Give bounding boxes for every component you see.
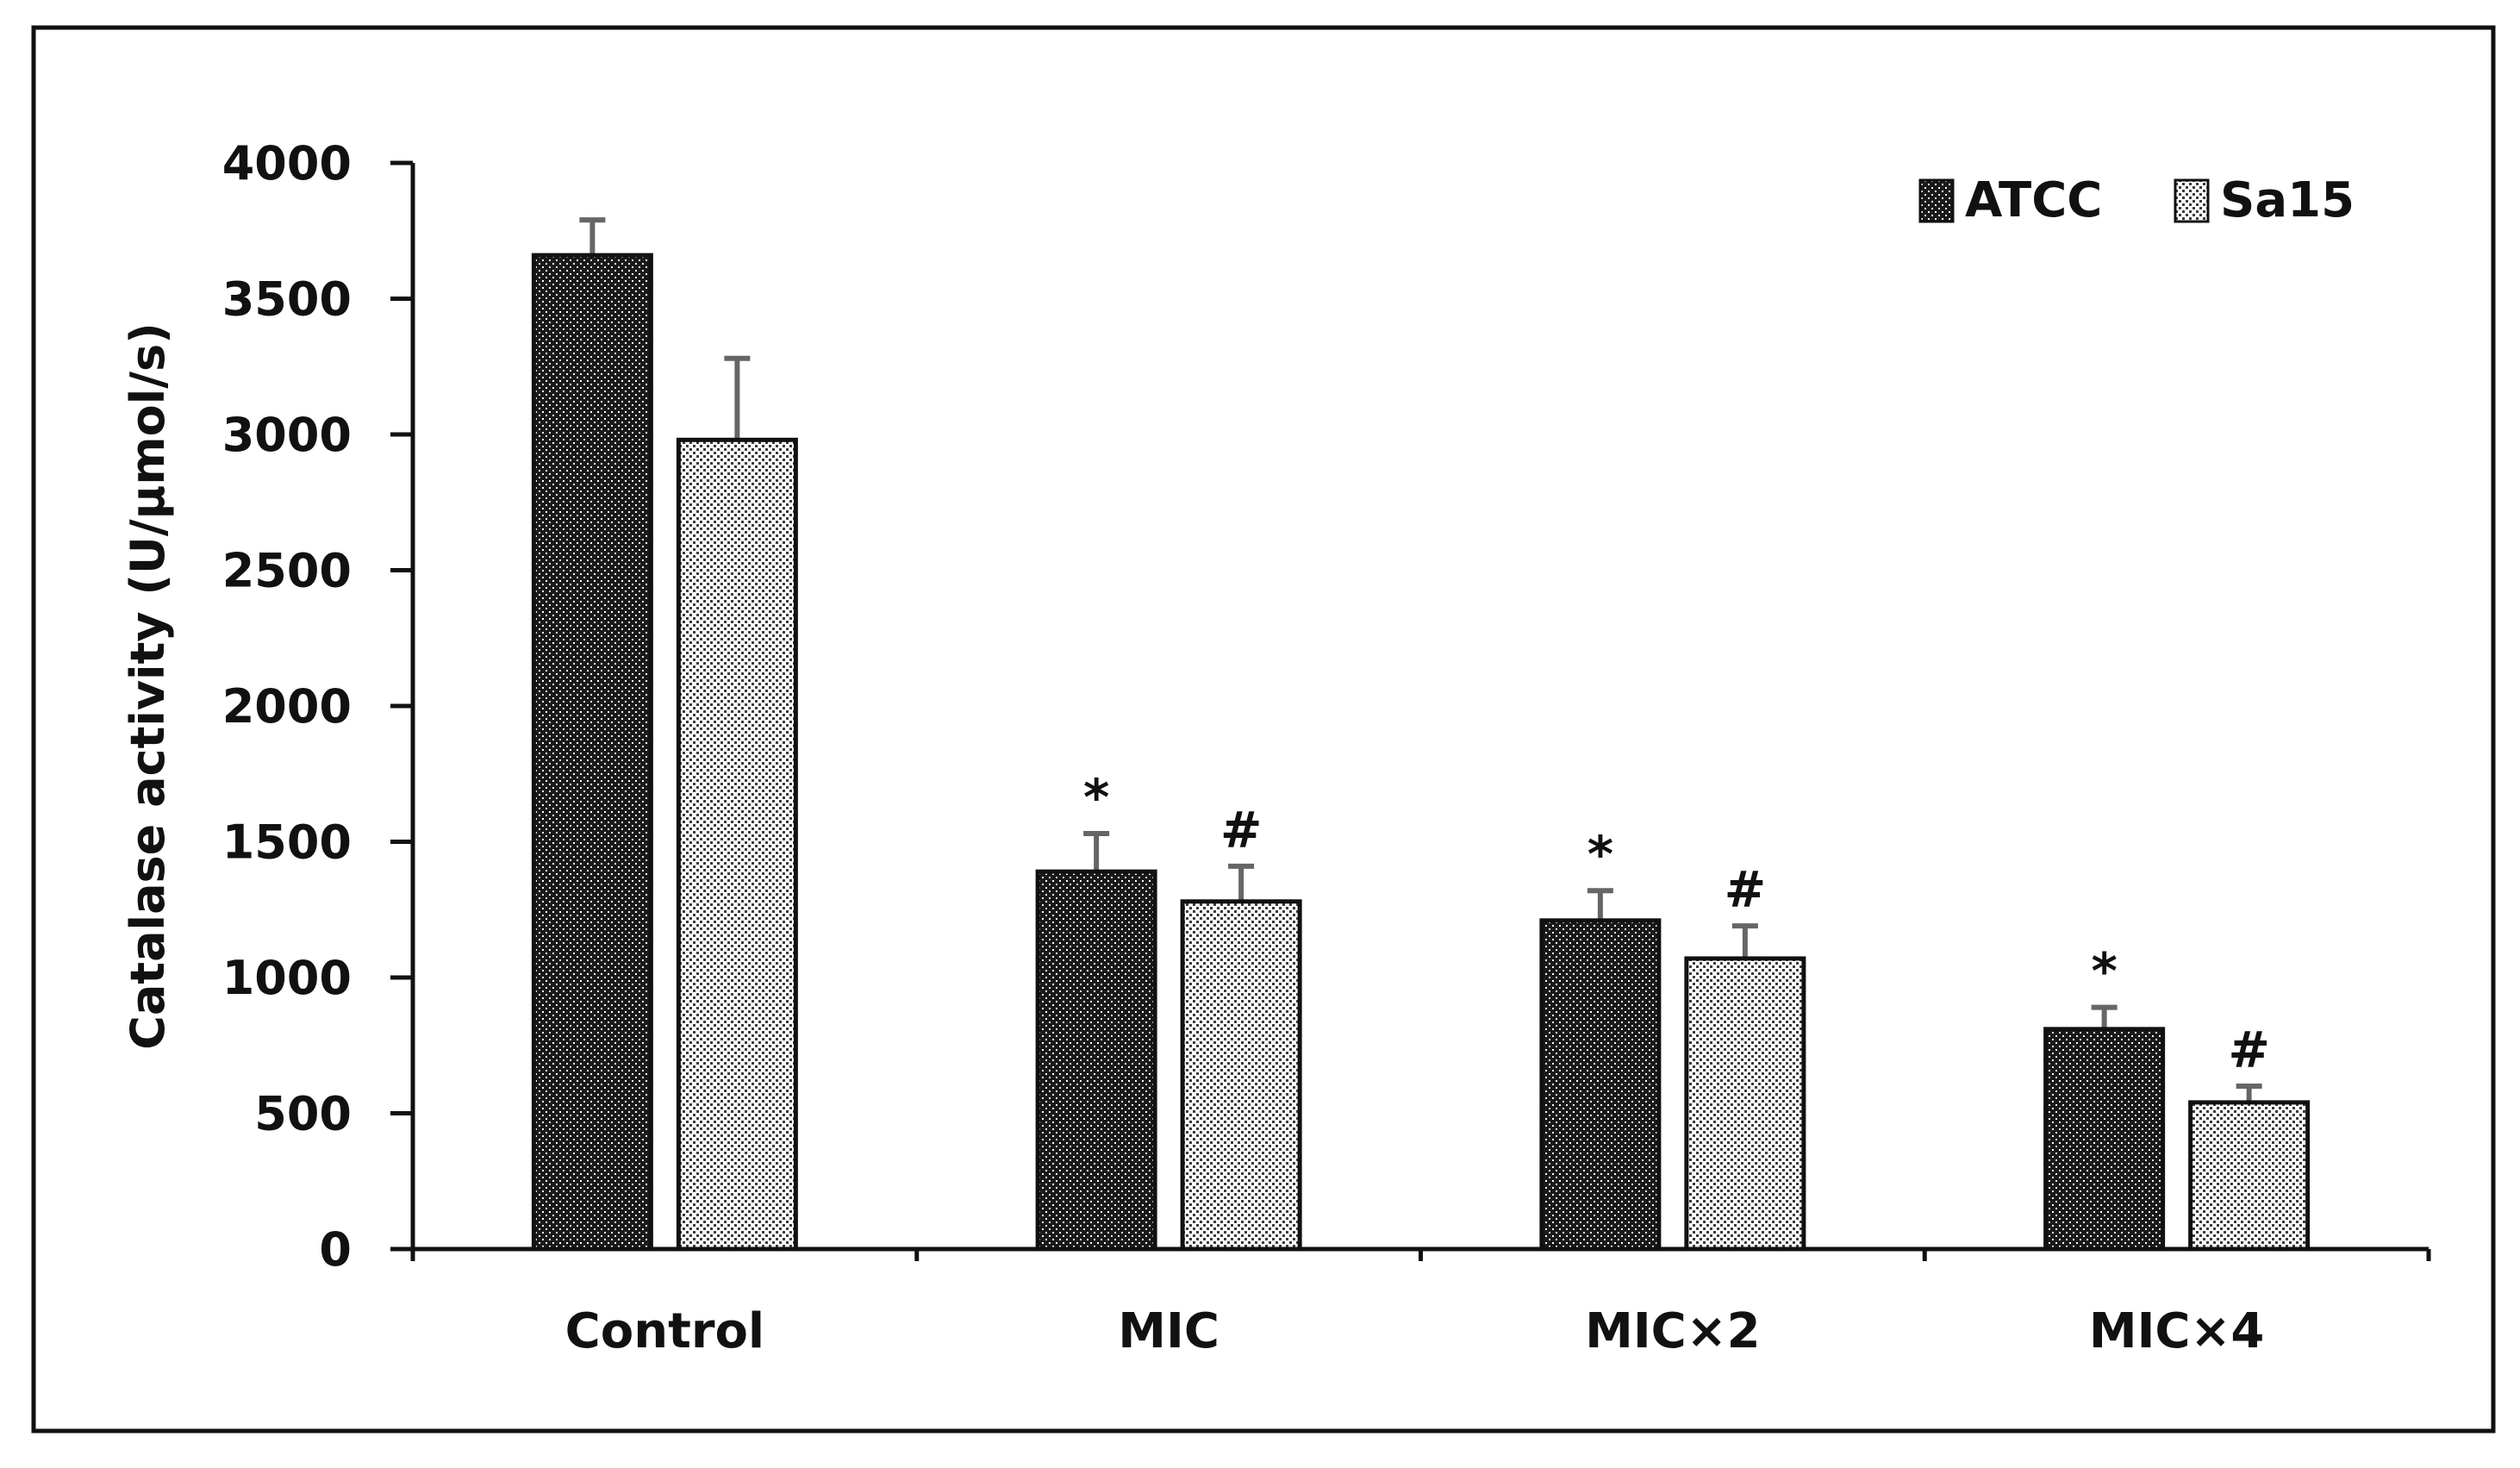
y-tick-label: 3500: [222, 272, 352, 327]
legend: ATCC Sa15: [1918, 172, 2355, 228]
y-tick-label: 1500: [222, 815, 352, 870]
significance-mark-sa15: #: [1725, 860, 1767, 919]
legend-swatch-sa15: [2174, 178, 2210, 223]
y-tick-label: 1000: [222, 951, 352, 1005]
y-tick-label: 0: [319, 1222, 352, 1277]
legend-label-atcc: ATCC: [1965, 172, 2102, 228]
bar-atcc: [1539, 918, 1662, 1252]
y-tick-label: 2500: [222, 544, 352, 598]
y-tick-label: 3000: [222, 408, 352, 462]
x-category-label: MIC×4: [2089, 1303, 2265, 1359]
x-category-label: Control: [565, 1303, 765, 1359]
significance-mark-atcc: *: [2091, 942, 2117, 1001]
bar-sa15: [2188, 1100, 2311, 1252]
significance-mark-atcc: *: [1083, 768, 1109, 827]
bar-atcc: [1035, 869, 1157, 1252]
significance-mark-sa15: #: [2228, 1021, 2270, 1079]
y-axis-title: Catalase activity (U/μmol/s): [121, 322, 175, 1050]
bar-sa15: [1180, 899, 1302, 1252]
y-tick-label: 4000: [222, 136, 352, 191]
bar-sa15: [676, 437, 798, 1252]
bar-atcc: [2043, 1027, 2166, 1252]
significance-mark-sa15: #: [1220, 801, 1263, 859]
x-category-label: MIC: [1118, 1303, 1219, 1359]
bar-atcc: [531, 253, 653, 1252]
x-category-label: MIC×2: [1585, 1303, 1761, 1359]
plot-area: 0 500 1000 1500 2000 2500 3000 3500 4000 Control *…: [222, 136, 2431, 1359]
legend-swatch-atcc: [1918, 178, 1955, 223]
y-tick-label: 500: [254, 1087, 352, 1141]
y-tick-label: 2000: [222, 679, 352, 734]
legend-label-sa15: Sa15: [2220, 172, 2355, 228]
bar-sa15: [1684, 956, 1806, 1252]
significance-mark-atcc: *: [1587, 825, 1613, 884]
